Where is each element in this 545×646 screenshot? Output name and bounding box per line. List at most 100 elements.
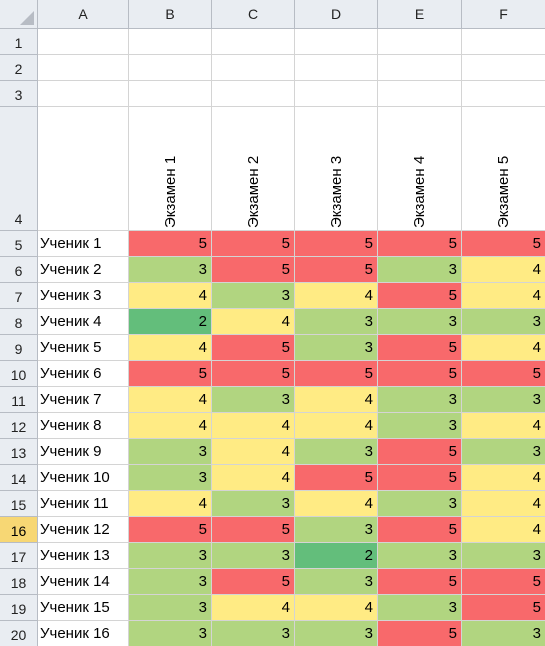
score-cell[interactable]: 2 xyxy=(129,309,212,335)
score-cell[interactable]: 5 xyxy=(378,569,462,595)
score-cell[interactable]: 3 xyxy=(462,439,545,465)
score-cell[interactable]: 4 xyxy=(212,439,295,465)
score-cell[interactable]: 5 xyxy=(212,361,295,387)
row-header-14[interactable]: 14 xyxy=(0,465,38,491)
student-name-cell[interactable]: Ученик 5 xyxy=(38,335,129,361)
empty-cell[interactable] xyxy=(212,81,295,107)
score-cell[interactable]: 4 xyxy=(295,413,378,439)
score-cell[interactable]: 4 xyxy=(462,335,545,361)
score-cell[interactable]: 3 xyxy=(378,257,462,283)
score-cell[interactable]: 3 xyxy=(129,465,212,491)
empty-cell[interactable] xyxy=(129,55,212,81)
score-cell[interactable]: 4 xyxy=(129,335,212,361)
score-cell[interactable]: 4 xyxy=(129,283,212,309)
score-cell[interactable]: 3 xyxy=(129,621,212,646)
score-cell[interactable]: 4 xyxy=(295,387,378,413)
row-header-10[interactable]: 10 xyxy=(0,361,38,387)
score-cell[interactable]: 5 xyxy=(462,569,545,595)
score-cell[interactable]: 5 xyxy=(129,517,212,543)
score-cell[interactable]: 3 xyxy=(295,621,378,646)
score-cell[interactable]: 5 xyxy=(462,595,545,621)
score-cell[interactable]: 4 xyxy=(462,465,545,491)
score-cell[interactable]: 3 xyxy=(462,543,545,569)
score-cell[interactable]: 3 xyxy=(295,335,378,361)
student-name-cell[interactable]: Ученик 15 xyxy=(38,595,129,621)
student-name-cell[interactable]: Ученик 3 xyxy=(38,283,129,309)
score-cell[interactable]: 5 xyxy=(295,257,378,283)
row-header-1[interactable]: 1 xyxy=(0,29,38,55)
empty-cell[interactable] xyxy=(378,29,462,55)
exam-header-cell[interactable]: Экзамен 4 xyxy=(378,107,462,231)
score-cell[interactable]: 3 xyxy=(378,543,462,569)
score-cell[interactable]: 5 xyxy=(212,257,295,283)
score-cell[interactable]: 3 xyxy=(378,595,462,621)
student-name-cell[interactable]: Ученик 12 xyxy=(38,517,129,543)
score-cell[interactable]: 3 xyxy=(378,491,462,517)
score-cell[interactable]: 4 xyxy=(462,257,545,283)
score-cell[interactable]: 4 xyxy=(295,491,378,517)
score-cell[interactable]: 4 xyxy=(462,413,545,439)
score-cell[interactable]: 3 xyxy=(212,621,295,646)
student-name-cell[interactable]: Ученик 16 xyxy=(38,621,129,646)
score-cell[interactable]: 5 xyxy=(295,465,378,491)
student-name-cell[interactable]: Ученик 10 xyxy=(38,465,129,491)
score-cell[interactable]: 3 xyxy=(462,621,545,646)
student-name-cell[interactable]: Ученик 9 xyxy=(38,439,129,465)
row-header-6[interactable]: 6 xyxy=(0,257,38,283)
score-cell[interactable]: 4 xyxy=(212,309,295,335)
score-cell[interactable]: 5 xyxy=(212,517,295,543)
row-header-12[interactable]: 12 xyxy=(0,413,38,439)
empty-cell[interactable] xyxy=(212,29,295,55)
row-header-15[interactable]: 15 xyxy=(0,491,38,517)
score-cell[interactable]: 3 xyxy=(462,387,545,413)
empty-cell[interactable] xyxy=(129,29,212,55)
row-header-13[interactable]: 13 xyxy=(0,439,38,465)
exam-header-cell[interactable]: Экзамен 3 xyxy=(295,107,378,231)
score-cell[interactable]: 2 xyxy=(295,543,378,569)
row-header-20[interactable]: 20 xyxy=(0,621,38,646)
score-cell[interactable]: 4 xyxy=(129,491,212,517)
empty-cell[interactable] xyxy=(295,29,378,55)
score-cell[interactable]: 4 xyxy=(129,387,212,413)
score-cell[interactable]: 3 xyxy=(378,309,462,335)
column-header-c[interactable]: C xyxy=(212,0,295,29)
score-cell[interactable]: 5 xyxy=(212,569,295,595)
row-header-16[interactable]: 16 xyxy=(0,517,38,543)
score-cell[interactable]: 5 xyxy=(212,335,295,361)
score-cell[interactable]: 5 xyxy=(212,231,295,257)
exam-header-cell[interactable]: Экзамен 5 xyxy=(462,107,545,231)
column-header-b[interactable]: B xyxy=(129,0,212,29)
empty-cell[interactable] xyxy=(38,55,129,81)
score-cell[interactable]: 5 xyxy=(462,231,545,257)
score-cell[interactable]: 5 xyxy=(462,361,545,387)
empty-cell[interactable] xyxy=(212,55,295,81)
column-header-d[interactable]: D xyxy=(295,0,378,29)
exam-header-cell[interactable]: Экзамен 2 xyxy=(212,107,295,231)
row-header-2[interactable]: 2 xyxy=(0,55,38,81)
score-cell[interactable]: 3 xyxy=(378,413,462,439)
empty-cell[interactable] xyxy=(295,81,378,107)
empty-cell[interactable] xyxy=(378,55,462,81)
empty-cell[interactable] xyxy=(462,81,545,107)
empty-cell[interactable] xyxy=(38,107,129,231)
score-cell[interactable]: 5 xyxy=(129,231,212,257)
score-cell[interactable]: 3 xyxy=(295,309,378,335)
student-name-cell[interactable]: Ученик 11 xyxy=(38,491,129,517)
score-cell[interactable]: 3 xyxy=(212,543,295,569)
score-cell[interactable]: 4 xyxy=(129,413,212,439)
row-header-17[interactable]: 17 xyxy=(0,543,38,569)
exam-header-cell[interactable]: Экзамен 1 xyxy=(129,107,212,231)
row-header-18[interactable]: 18 xyxy=(0,569,38,595)
score-cell[interactable]: 3 xyxy=(295,569,378,595)
score-cell[interactable]: 4 xyxy=(212,595,295,621)
score-cell[interactable]: 3 xyxy=(462,309,545,335)
score-cell[interactable]: 5 xyxy=(378,465,462,491)
column-header-f[interactable]: F xyxy=(462,0,545,29)
row-header-4[interactable]: 4 xyxy=(0,107,38,231)
column-header-a[interactable]: A xyxy=(38,0,129,29)
select-all-corner[interactable] xyxy=(0,0,38,29)
score-cell[interactable]: 4 xyxy=(212,465,295,491)
score-cell[interactable]: 3 xyxy=(129,257,212,283)
score-cell[interactable]: 5 xyxy=(378,231,462,257)
score-cell[interactable]: 3 xyxy=(212,283,295,309)
